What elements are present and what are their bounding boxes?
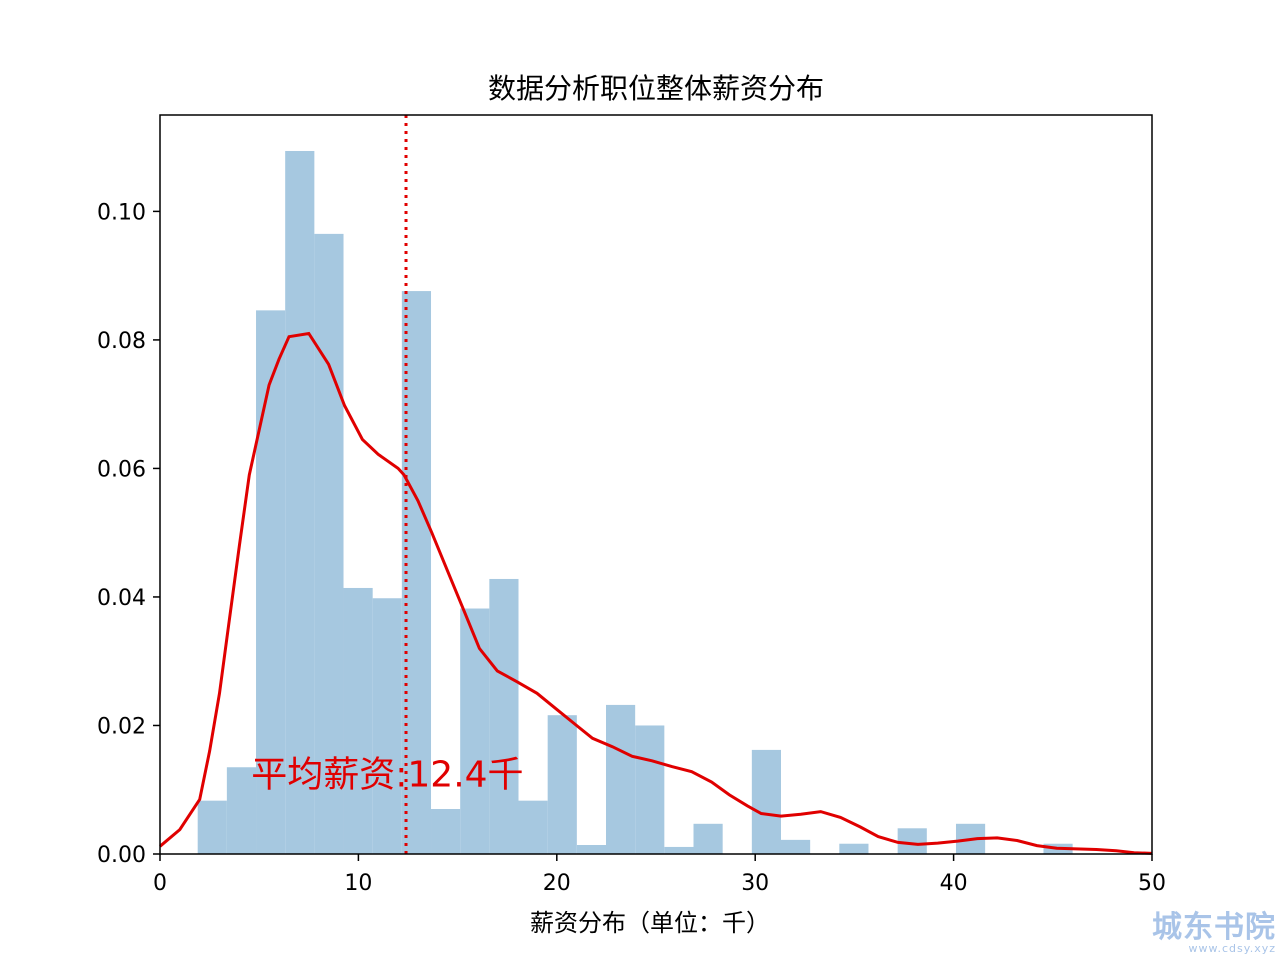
x-tick-label: 0 xyxy=(153,871,167,896)
histogram-bar xyxy=(489,578,519,854)
histogram-bar xyxy=(197,800,227,854)
histogram-bar xyxy=(635,725,665,854)
kde-curve xyxy=(159,331,1153,855)
y-tick-label: 0.00 xyxy=(97,843,146,868)
histogram-bar xyxy=(314,233,344,854)
x-tick-label: 50 xyxy=(1138,871,1166,896)
histogram-bar xyxy=(285,150,315,854)
histogram-bars xyxy=(197,150,1073,855)
watermark-url: www.cdsy.xyz xyxy=(1188,942,1276,955)
mean-salary-annotation: 平均薪资:12.4千 xyxy=(251,755,523,796)
watermark-text: 城东书院 xyxy=(1152,910,1276,945)
y-tick-label: 0.02 xyxy=(97,714,146,739)
histogram-bar xyxy=(256,310,286,855)
histogram-bar xyxy=(664,846,694,854)
histogram-bar xyxy=(751,749,781,854)
histogram-bar xyxy=(839,843,869,854)
histogram-bar xyxy=(693,823,723,854)
x-axis-title: 薪资分布（单位：千） xyxy=(530,909,770,937)
histogram-bar xyxy=(897,828,927,854)
x-tick-label: 20 xyxy=(543,871,571,896)
histogram-bar xyxy=(518,800,548,854)
watermark: 城东书院 www.cdsy.xyz xyxy=(1152,910,1276,955)
histogram-bar xyxy=(780,839,811,854)
plot-frame xyxy=(159,114,1153,855)
histogram-bar xyxy=(576,845,607,854)
chart-title: 数据分析职位整体薪资分布 xyxy=(488,72,824,105)
histogram-bar xyxy=(460,608,490,854)
histogram-bar xyxy=(547,715,577,854)
histogram-bar xyxy=(226,767,257,854)
x-tick-label: 30 xyxy=(741,871,769,896)
histogram-bar xyxy=(606,704,636,854)
histogram-bar xyxy=(343,587,373,854)
y-tick-label: 0.08 xyxy=(97,329,146,354)
y-tick-label: 0.06 xyxy=(97,457,146,482)
histogram-bar xyxy=(372,598,402,854)
histogram-bar xyxy=(431,809,461,854)
y-axis-ticks: 0.00 0.02 0.04 0.06 0.08 0.10 xyxy=(97,200,160,868)
y-tick-label: 0.10 xyxy=(97,200,146,225)
x-axis-ticks: 0 10 20 30 40 50 xyxy=(153,854,1166,896)
x-tick-label: 40 xyxy=(940,871,968,896)
x-tick-label: 10 xyxy=(344,871,372,896)
y-tick-label: 0.04 xyxy=(97,586,146,611)
